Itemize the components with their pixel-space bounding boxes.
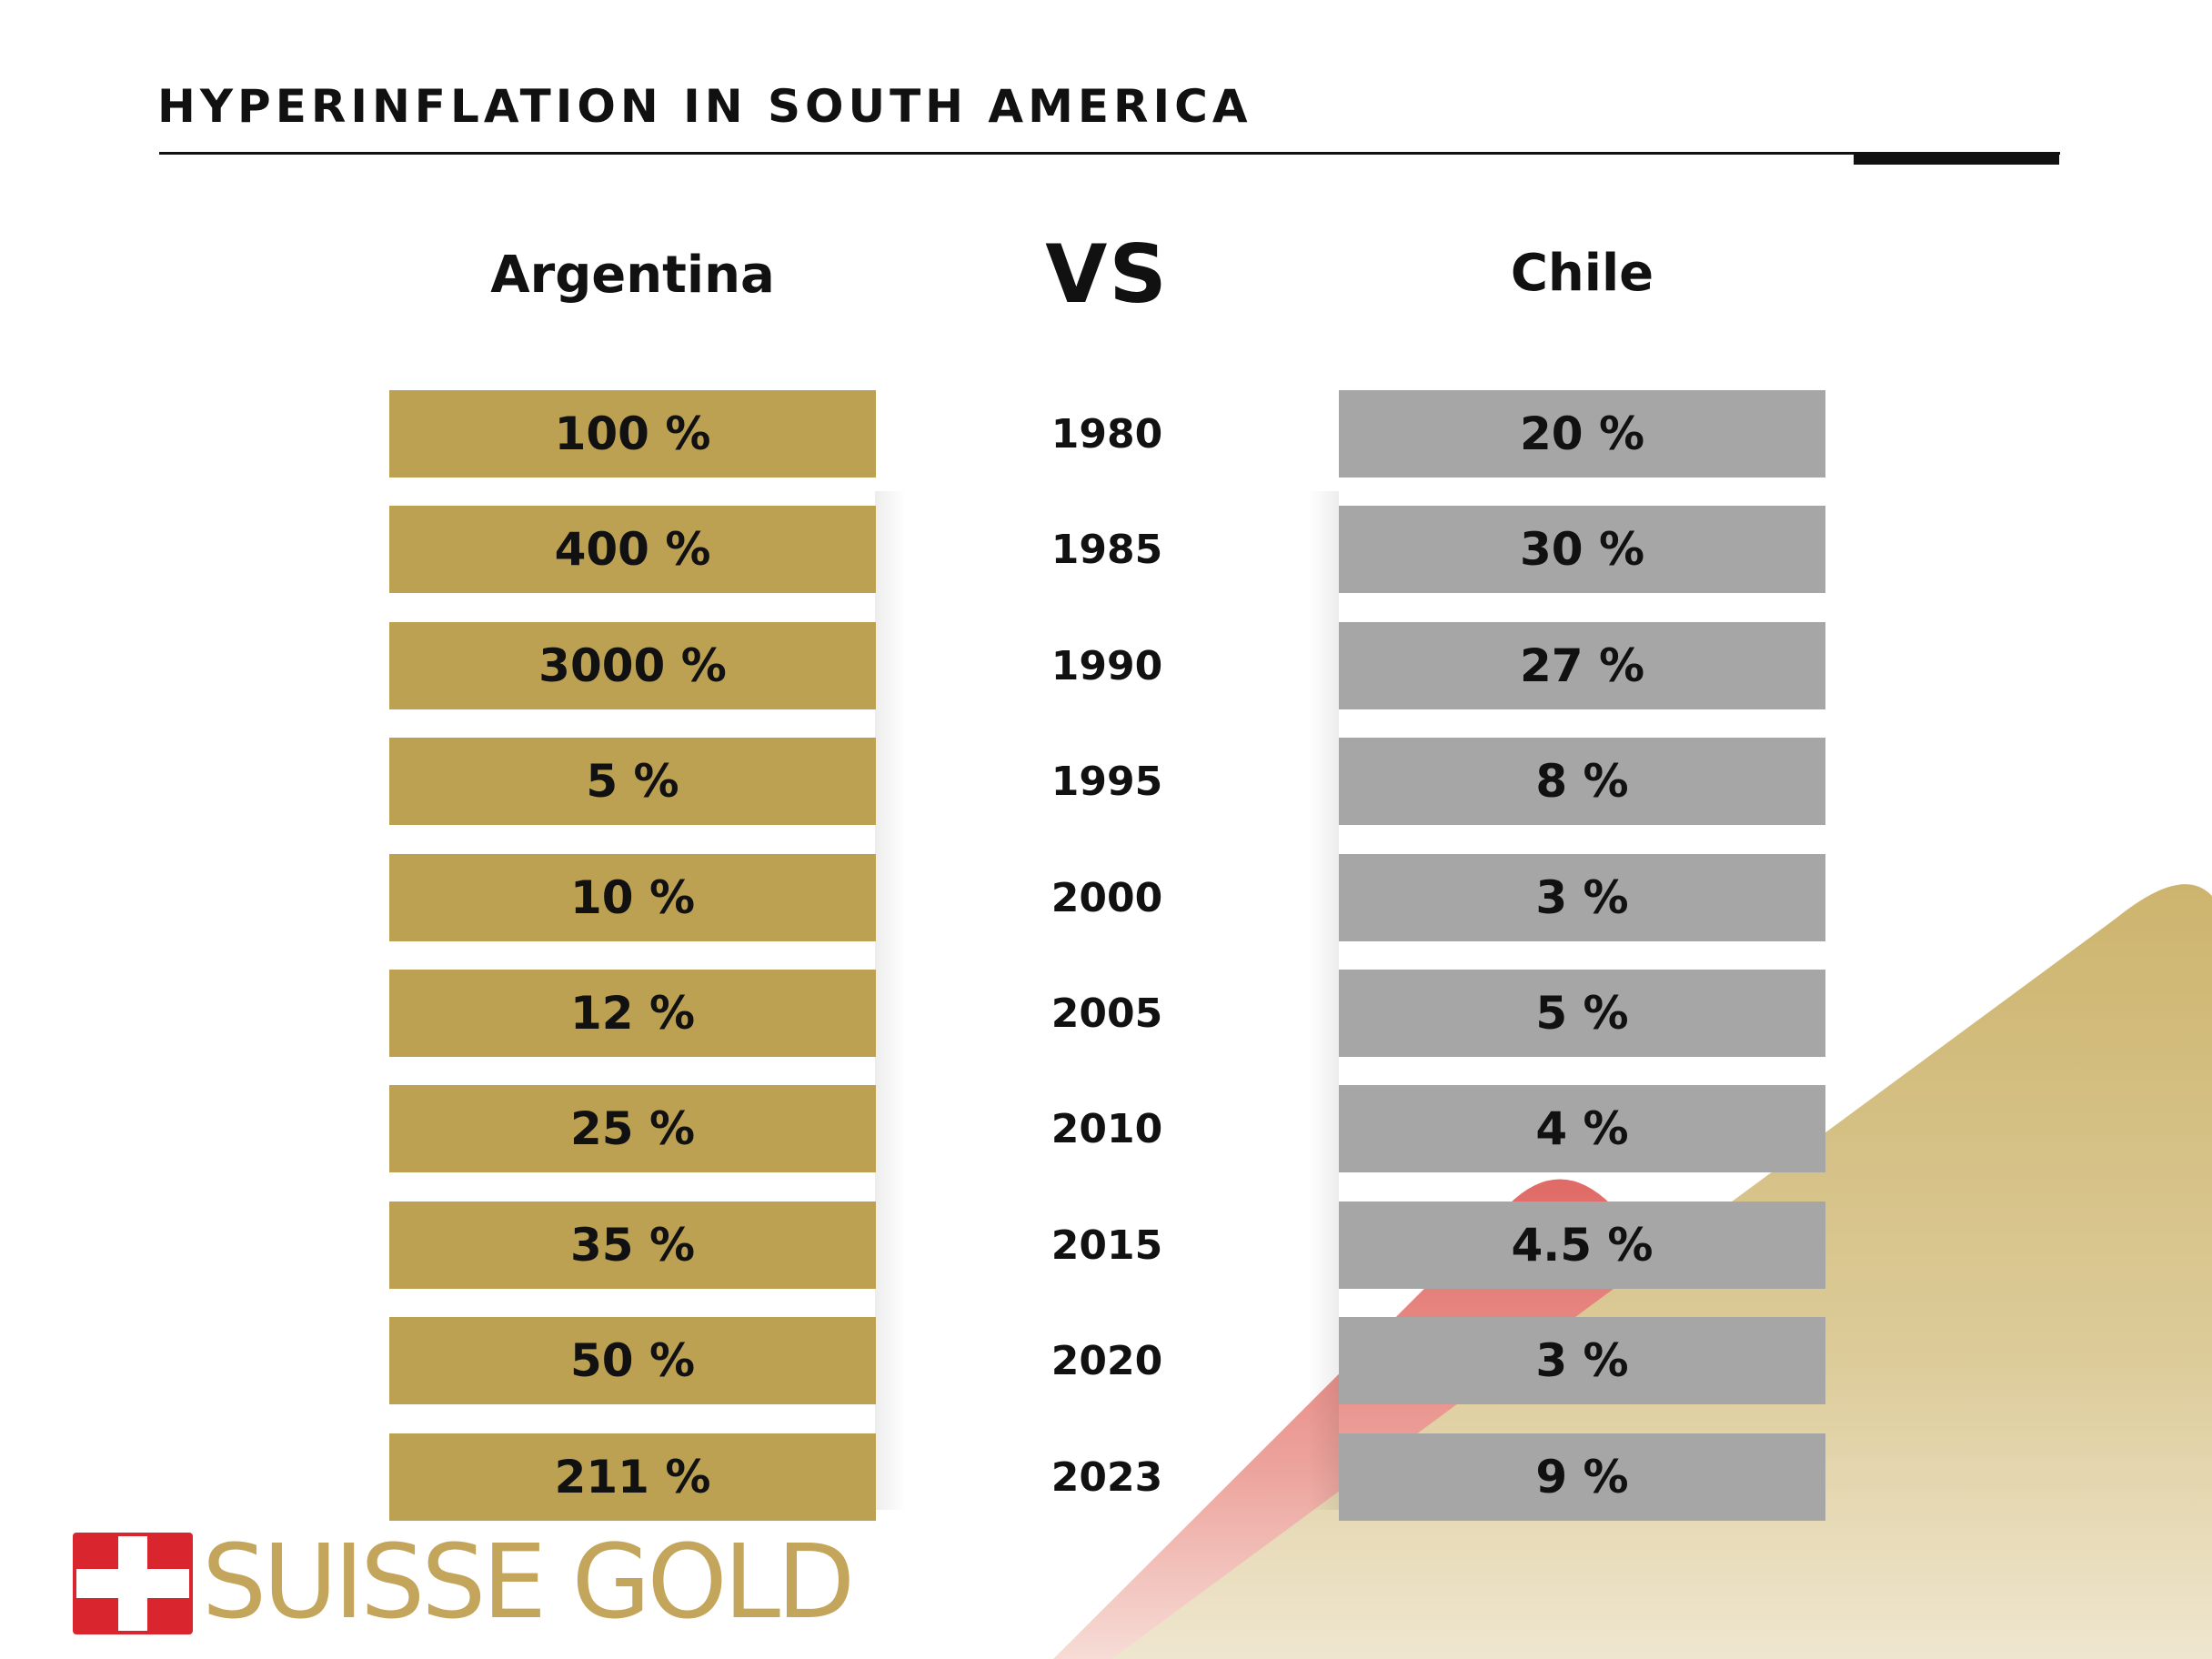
argentina-value-bar: 400 % (389, 506, 876, 593)
chile-value-bar: 3 % (1339, 854, 1825, 941)
year-label: 2010 (1051, 1105, 1163, 1152)
header-chile: Chile (1510, 244, 1654, 303)
chile-value-bar: 4.5 % (1339, 1202, 1825, 1289)
argentina-value-bar: 5 % (389, 738, 876, 825)
chile-value-bar: 20 % (1339, 390, 1825, 478)
suisse-gold-logo: SUISSE GOLD (73, 1526, 855, 1642)
year-label: 2000 (1051, 874, 1163, 921)
page-title: HYPERINFLATION IN SOUTH AMERICA (157, 80, 1252, 133)
year-label: 1990 (1051, 642, 1163, 689)
column-shadow-right (1308, 491, 1339, 1510)
title-divider-accent (1854, 154, 2059, 165)
argentina-value-bar: 100 % (389, 390, 876, 478)
header-vs: VS (1045, 227, 1169, 321)
argentina-value-bar: 50 % (389, 1317, 876, 1404)
chile-value-bar: 4 % (1339, 1085, 1825, 1172)
argentina-value-bar: 10 % (389, 854, 876, 941)
year-label: 2020 (1051, 1337, 1163, 1384)
chile-value-bar: 9 % (1339, 1433, 1825, 1521)
year-label: 2005 (1051, 990, 1163, 1037)
argentina-value-bar: 3000 % (389, 622, 876, 709)
argentina-value-bar: 25 % (389, 1085, 876, 1172)
logo-wordmark: SUISSE GOLD (202, 1523, 855, 1642)
header-argentina: Argentina (490, 246, 775, 305)
year-label: 1995 (1051, 758, 1163, 805)
year-label: 2023 (1051, 1453, 1163, 1501)
swiss-cross-icon (73, 1533, 193, 1634)
chile-value-bar: 8 % (1339, 738, 1825, 825)
chile-value-bar: 5 % (1339, 970, 1825, 1057)
chile-value-bar: 3 % (1339, 1317, 1825, 1404)
title-divider (159, 152, 2060, 155)
argentina-value-bar: 12 % (389, 970, 876, 1057)
column-shadow-left (875, 491, 906, 1510)
chile-value-bar: 30 % (1339, 506, 1825, 593)
chile-value-bar: 27 % (1339, 622, 1825, 709)
year-label: 1980 (1051, 410, 1163, 457)
argentina-value-bar: 211 % (389, 1433, 876, 1521)
year-label: 1985 (1051, 526, 1163, 573)
year-label: 2015 (1051, 1222, 1163, 1269)
argentina-value-bar: 35 % (389, 1202, 876, 1289)
